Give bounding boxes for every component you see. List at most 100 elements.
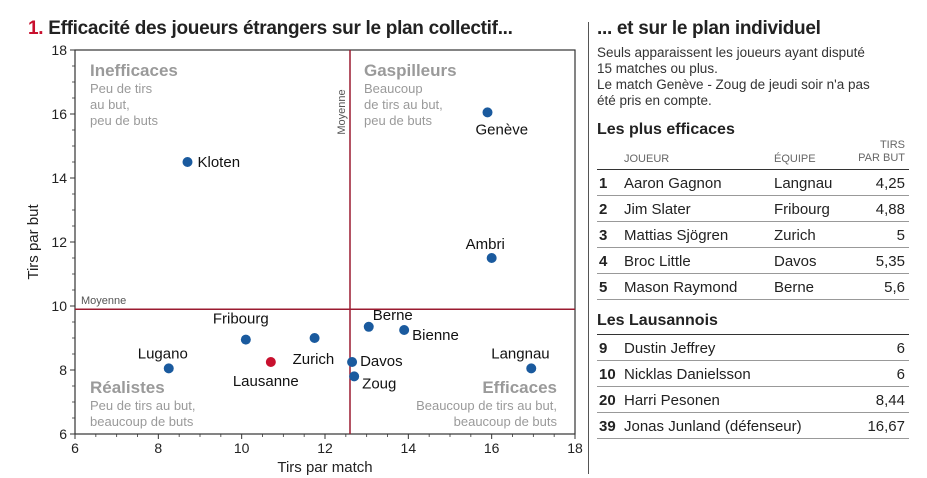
note-line: Le match Genève - Zoug de jeudi soir n'a… bbox=[597, 77, 870, 92]
player-cell: Broc Little bbox=[624, 253, 691, 270]
x-tick-label: 16 bbox=[484, 440, 500, 456]
point-label: Berne bbox=[373, 307, 413, 324]
x-axis-label: Tirs par match bbox=[277, 459, 372, 476]
point-label: Bienne bbox=[412, 327, 459, 344]
point-label: Lugano bbox=[138, 345, 188, 362]
x-tick-label: 10 bbox=[234, 440, 250, 456]
column-divider bbox=[588, 22, 589, 474]
quadrant-top-right-text: peu de buts bbox=[364, 113, 432, 128]
y-tick-label: 10 bbox=[51, 298, 67, 314]
best-table: 1 Aaron Gagnon Langnau 4,25 2 Jim Slater Fribo… bbox=[597, 170, 909, 300]
point-label: Zoug bbox=[362, 375, 396, 392]
note-line: Seuls apparaissent les joueurs ayant dis… bbox=[597, 45, 865, 60]
data-point bbox=[349, 371, 360, 382]
x-tick-label: 18 bbox=[567, 440, 583, 456]
best-heading: Les plus efficaces bbox=[597, 121, 735, 138]
quadrant-top-left-text: Peu de tirs bbox=[90, 81, 153, 96]
data-point bbox=[265, 357, 276, 367]
col-shots-top: TIRS bbox=[879, 139, 905, 151]
quadrant-top-left-text: peu de buts bbox=[90, 113, 158, 128]
chart-title: 1. Efficacité des joueurs étrangers sur … bbox=[28, 18, 513, 40]
table-row: 3 Mattias Sjögren Zurich 5 bbox=[597, 222, 909, 248]
data-point bbox=[399, 325, 410, 335]
panel-title: ... et sur le plan individuel bbox=[597, 18, 821, 39]
player-cell: Harri Pesonen bbox=[624, 392, 720, 409]
col-shots: TIRS PAR BUT bbox=[858, 139, 905, 165]
team-cell: Langnau bbox=[774, 175, 833, 192]
table-row: 2 Jim Slater Fribourg 4,88 bbox=[597, 196, 909, 222]
point-label: Fribourg bbox=[213, 311, 269, 328]
x-tick-label: 8 bbox=[154, 440, 162, 456]
data-point bbox=[163, 363, 174, 374]
note-line: été pris en compte. bbox=[597, 93, 712, 108]
shots-per-goal-cell: 4,88 bbox=[875, 201, 905, 218]
table-row: 1 Aaron Gagnon Langnau 4,25 bbox=[597, 170, 909, 196]
col-player: JOUEUR bbox=[624, 153, 670, 165]
rank-cell: 3 bbox=[599, 227, 608, 244]
x-tick-label: 14 bbox=[401, 440, 417, 456]
point-label: Ambri bbox=[466, 236, 505, 253]
y-tick-label: 8 bbox=[59, 362, 67, 378]
shots-per-goal-cell: 6 bbox=[896, 366, 905, 383]
point-label: Lausanne bbox=[233, 373, 299, 390]
individual-panel: ... et sur le plan individuel Seuls appa… bbox=[597, 18, 909, 439]
lausanne-table: 9 Dustin Jeffrey 6 10 Nicklas Danielsson 6 20 H… bbox=[597, 334, 909, 439]
panel-note: Seuls apparaissent les joueurs ayant dis… bbox=[597, 45, 909, 109]
quadrant-top-right-text: Beaucoup bbox=[364, 81, 423, 96]
quadrant-bottom-left-text: beaucoup de buts bbox=[90, 414, 194, 429]
quadrant-top-left-text: au but, bbox=[90, 97, 130, 112]
title-text: Efficacité des joueurs étrangers sur le … bbox=[48, 18, 513, 39]
quadrant-bottom-right-text: beaucoup de buts bbox=[454, 414, 558, 429]
shots-per-goal-cell: 4,25 bbox=[875, 175, 905, 192]
shots-per-goal-cell: 16,67 bbox=[867, 418, 905, 435]
rank-cell: 5 bbox=[599, 279, 608, 296]
quadrant-bottom-right-text: Beaucoup de tirs au but, bbox=[416, 398, 557, 413]
point-label: Davos bbox=[360, 353, 403, 370]
y-axis-label: Tirs par but bbox=[25, 204, 42, 280]
team-cell: Zurich bbox=[774, 227, 816, 244]
data-point bbox=[363, 321, 374, 332]
point-label: Zurich bbox=[293, 351, 335, 368]
mean-y-label: Moyenne bbox=[81, 295, 126, 307]
rank-cell: 9 bbox=[599, 340, 608, 357]
quadrant-top-left-title: Inefficaces bbox=[90, 61, 178, 80]
quadrant-top-right-title: Gaspilleurs bbox=[364, 61, 457, 80]
table-header: JOUEUR ÉQUIPE TIRS PAR BUT bbox=[597, 139, 909, 170]
rank-cell: 20 bbox=[599, 392, 616, 409]
table-row: 4 Broc Little Davos 5,35 bbox=[597, 248, 909, 274]
player-cell: Dustin Jeffrey bbox=[624, 340, 716, 357]
point-label: Genève bbox=[476, 121, 529, 138]
player-cell: Jim Slater bbox=[624, 201, 691, 218]
table-row: 10 Nicklas Danielsson 6 bbox=[597, 361, 909, 387]
table-row: 9 Dustin Jeffrey 6 bbox=[597, 335, 909, 361]
x-tick-label: 12 bbox=[317, 440, 333, 456]
player-cell: Mason Raymond bbox=[624, 279, 738, 296]
y-tick-label: 18 bbox=[51, 42, 67, 58]
title-number: 1. bbox=[28, 18, 44, 39]
team-cell: Davos bbox=[774, 253, 817, 270]
rank-cell: 10 bbox=[599, 366, 616, 383]
note-line: 15 matches ou plus. bbox=[597, 61, 718, 76]
shots-per-goal-cell: 8,44 bbox=[875, 392, 905, 409]
col-shots-bottom: PAR BUT bbox=[858, 152, 905, 164]
rank-cell: 4 bbox=[599, 253, 608, 270]
shots-per-goal-cell: 6 bbox=[896, 340, 905, 357]
data-point bbox=[486, 253, 497, 263]
lausanne-heading: Les Lausannois bbox=[597, 312, 718, 329]
data-point bbox=[526, 363, 537, 374]
player-cell: Jonas Junland (défenseur) bbox=[624, 418, 802, 435]
x-tick-label: 6 bbox=[71, 440, 79, 456]
team-cell: Fribourg bbox=[774, 201, 830, 218]
y-tick-label: 16 bbox=[51, 106, 67, 122]
col-team: ÉQUIPE bbox=[774, 153, 816, 165]
data-point bbox=[482, 107, 493, 118]
data-point bbox=[182, 157, 193, 167]
y-tick-label: 14 bbox=[51, 170, 67, 186]
data-point bbox=[240, 334, 251, 345]
scatter-chart: 6 8 10 12 14 16 18 6 8 10 12 14 16 18 Tirs par match Ti… bbox=[25, 42, 583, 476]
quadrant-top-right-text: de tirs au but, bbox=[364, 97, 443, 112]
point-label: Langnau bbox=[491, 345, 549, 362]
shots-per-goal-cell: 5 bbox=[896, 227, 905, 244]
y-tick-label: 6 bbox=[59, 426, 67, 442]
mean-x-label: Moyenne bbox=[336, 89, 348, 134]
